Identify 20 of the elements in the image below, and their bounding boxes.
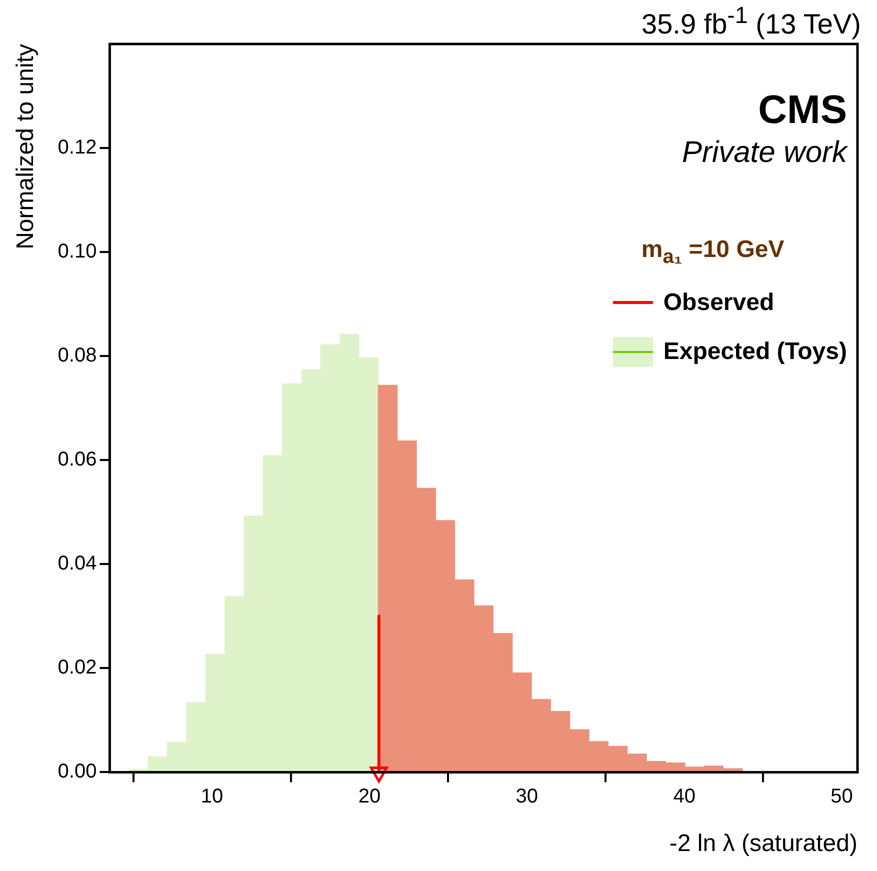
y-tick-label: 0.08 <box>58 344 97 367</box>
annotation: CMS <box>758 88 847 133</box>
legend-label: Observed <box>663 288 774 317</box>
y-tick-label: 0.12 <box>58 136 97 159</box>
y-axis-title: Normalized to unity <box>12 44 40 250</box>
y-tick-label: 0.00 <box>58 760 97 783</box>
legend-label: Expected (Toys) <box>663 338 847 366</box>
x-tick-label: 40 <box>673 786 696 808</box>
y-tick-label: 0.04 <box>58 552 97 575</box>
y-tick-label: 0.02 <box>58 656 97 679</box>
x-tick-label: 20 <box>358 786 381 808</box>
y-tick-label: 0.06 <box>58 448 97 471</box>
x-tick-label: 50 <box>830 786 853 808</box>
legend-title: m$_{a₁}$ =10 GeV <box>641 236 786 269</box>
y-tick-label: 0.10 <box>58 240 97 263</box>
x-tick-label: 10 <box>200 786 224 808</box>
x-tick-label: 30 <box>516 786 538 808</box>
chart-title: 35.9 fb$^{-1}$ (13 TeV) <box>642 2 861 40</box>
annotation: Private work <box>682 136 847 170</box>
x-axis-title: -2 ln λ (saturated) <box>669 830 858 858</box>
